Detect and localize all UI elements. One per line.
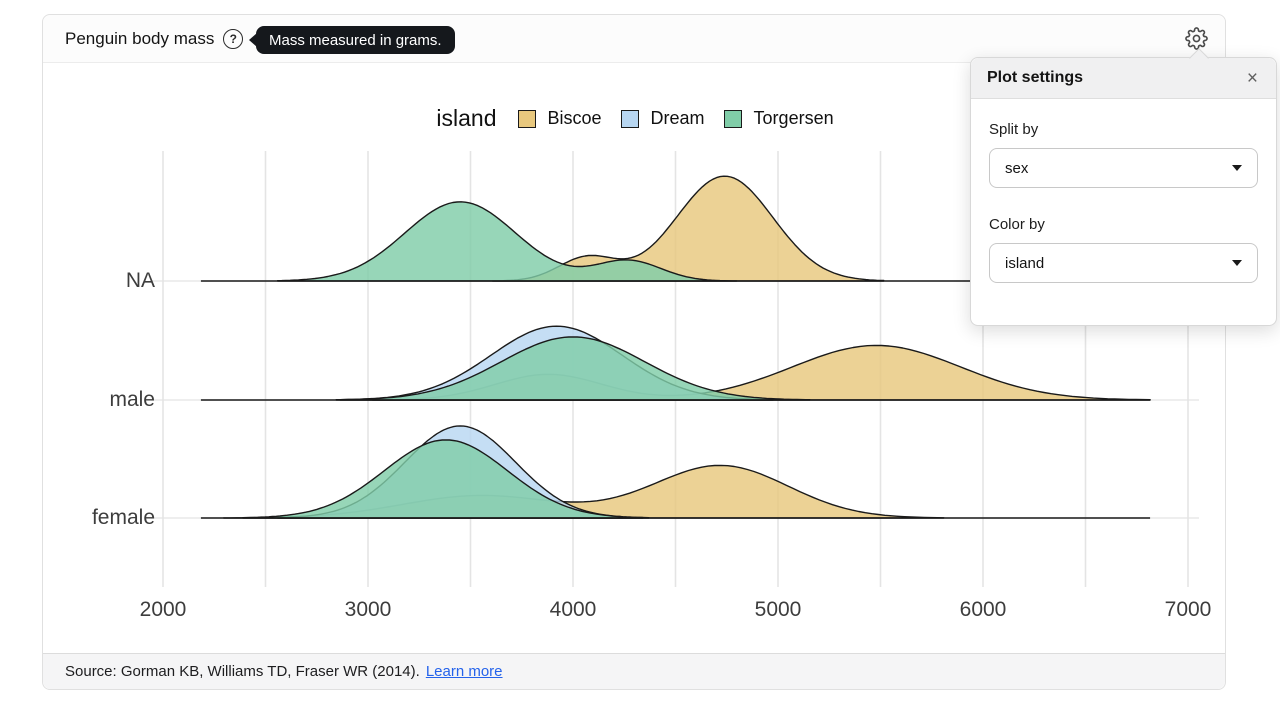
y-axis-label: male <box>109 388 155 411</box>
color-by-select[interactable]: island <box>989 243 1258 283</box>
close-icon[interactable]: × <box>1246 67 1258 89</box>
legend-swatch <box>517 109 536 128</box>
x-axis-label: 2000 <box>139 598 187 621</box>
x-axis-label: 6000 <box>959 598 1007 621</box>
density-male-Torgersen <box>335 336 811 401</box>
legend-label: Biscoe <box>547 108 602 128</box>
x-axis-label: 5000 <box>754 598 802 621</box>
legend-item: Dream <box>620 108 705 129</box>
plot-settings-panel: Plot settings × Split by sex Color by is… <box>970 48 1277 326</box>
color-by-value: island <box>1005 254 1045 272</box>
learn-more-link[interactable]: Learn more <box>425 663 503 680</box>
x-axis-label: 7000 <box>1164 598 1212 621</box>
x-axis-label: 3000 <box>344 598 392 621</box>
density-female-Torgersen <box>242 439 650 519</box>
x-axis-label: 4000 <box>549 598 597 621</box>
chevron-down-icon <box>1232 260 1242 266</box>
split-by-label: Split by <box>989 121 1039 138</box>
split-by-select[interactable]: sex <box>989 148 1258 188</box>
legend-swatch <box>620 109 639 128</box>
card-header: Penguin body mass ? Mass measured in gra… <box>43 15 1225 63</box>
legend: island Biscoe Dream Torgersen <box>43 105 1227 132</box>
popover-body: Split by sex Color by island <box>971 99 1276 325</box>
source-text: Source: Gorman KB, Williams TD, Fraser W… <box>65 663 420 680</box>
legend-swatch <box>723 109 742 128</box>
density-NA-Torgersen <box>276 201 738 282</box>
legend-item: Biscoe <box>517 108 602 129</box>
color-by-label: Color by <box>989 216 1045 233</box>
legend-item: Torgersen <box>723 108 834 129</box>
page-title: Penguin body mass <box>65 28 215 48</box>
gear-icon <box>1184 27 1208 50</box>
y-axis-label: female <box>91 506 155 529</box>
ridgeline-chart <box>151 151 1199 587</box>
legend-title: island <box>436 105 497 131</box>
tooltip: Mass measured in grams. <box>249 26 455 54</box>
popover-title: Plot settings <box>987 69 1084 86</box>
tooltip-text: Mass measured in grams. <box>269 31 442 49</box>
legend-label: Torgersen <box>753 108 834 128</box>
legend-label: Dream <box>650 108 705 128</box>
y-axis-label: NA <box>125 269 155 292</box>
card-footer: Source: Gorman KB, Williams TD, Fraser W… <box>43 653 1225 689</box>
help-icon[interactable]: ? <box>223 28 244 49</box>
chevron-down-icon <box>1232 165 1242 171</box>
popover-header: Plot settings × <box>971 58 1276 99</box>
tooltip-arrow-icon <box>249 33 257 47</box>
plot-settings-button[interactable] <box>1183 27 1209 53</box>
split-by-value: sex <box>1005 159 1029 177</box>
